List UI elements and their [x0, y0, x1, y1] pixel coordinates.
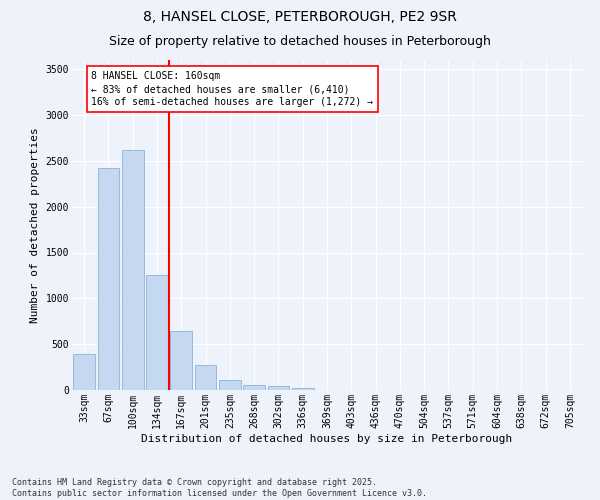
Text: 8, HANSEL CLOSE, PETERBOROUGH, PE2 9SR: 8, HANSEL CLOSE, PETERBOROUGH, PE2 9SR: [143, 10, 457, 24]
Bar: [243, 385, 265, 390]
Bar: [73, 354, 95, 390]
Bar: [170, 332, 192, 390]
Bar: [219, 380, 241, 390]
Text: Contains HM Land Registry data © Crown copyright and database right 2025.
Contai: Contains HM Land Registry data © Crown c…: [12, 478, 427, 498]
Bar: [146, 274, 168, 390]
Bar: [268, 386, 289, 390]
Bar: [97, 168, 119, 390]
Bar: [292, 388, 314, 390]
X-axis label: Distribution of detached houses by size in Peterborough: Distribution of detached houses by size …: [142, 434, 512, 444]
Bar: [122, 150, 143, 390]
Text: 8 HANSEL CLOSE: 160sqm
← 83% of detached houses are smaller (6,410)
16% of semi-: 8 HANSEL CLOSE: 160sqm ← 83% of detached…: [91, 71, 373, 108]
Bar: [194, 365, 217, 390]
Y-axis label: Number of detached properties: Number of detached properties: [30, 127, 40, 323]
Text: Size of property relative to detached houses in Peterborough: Size of property relative to detached ho…: [109, 35, 491, 48]
